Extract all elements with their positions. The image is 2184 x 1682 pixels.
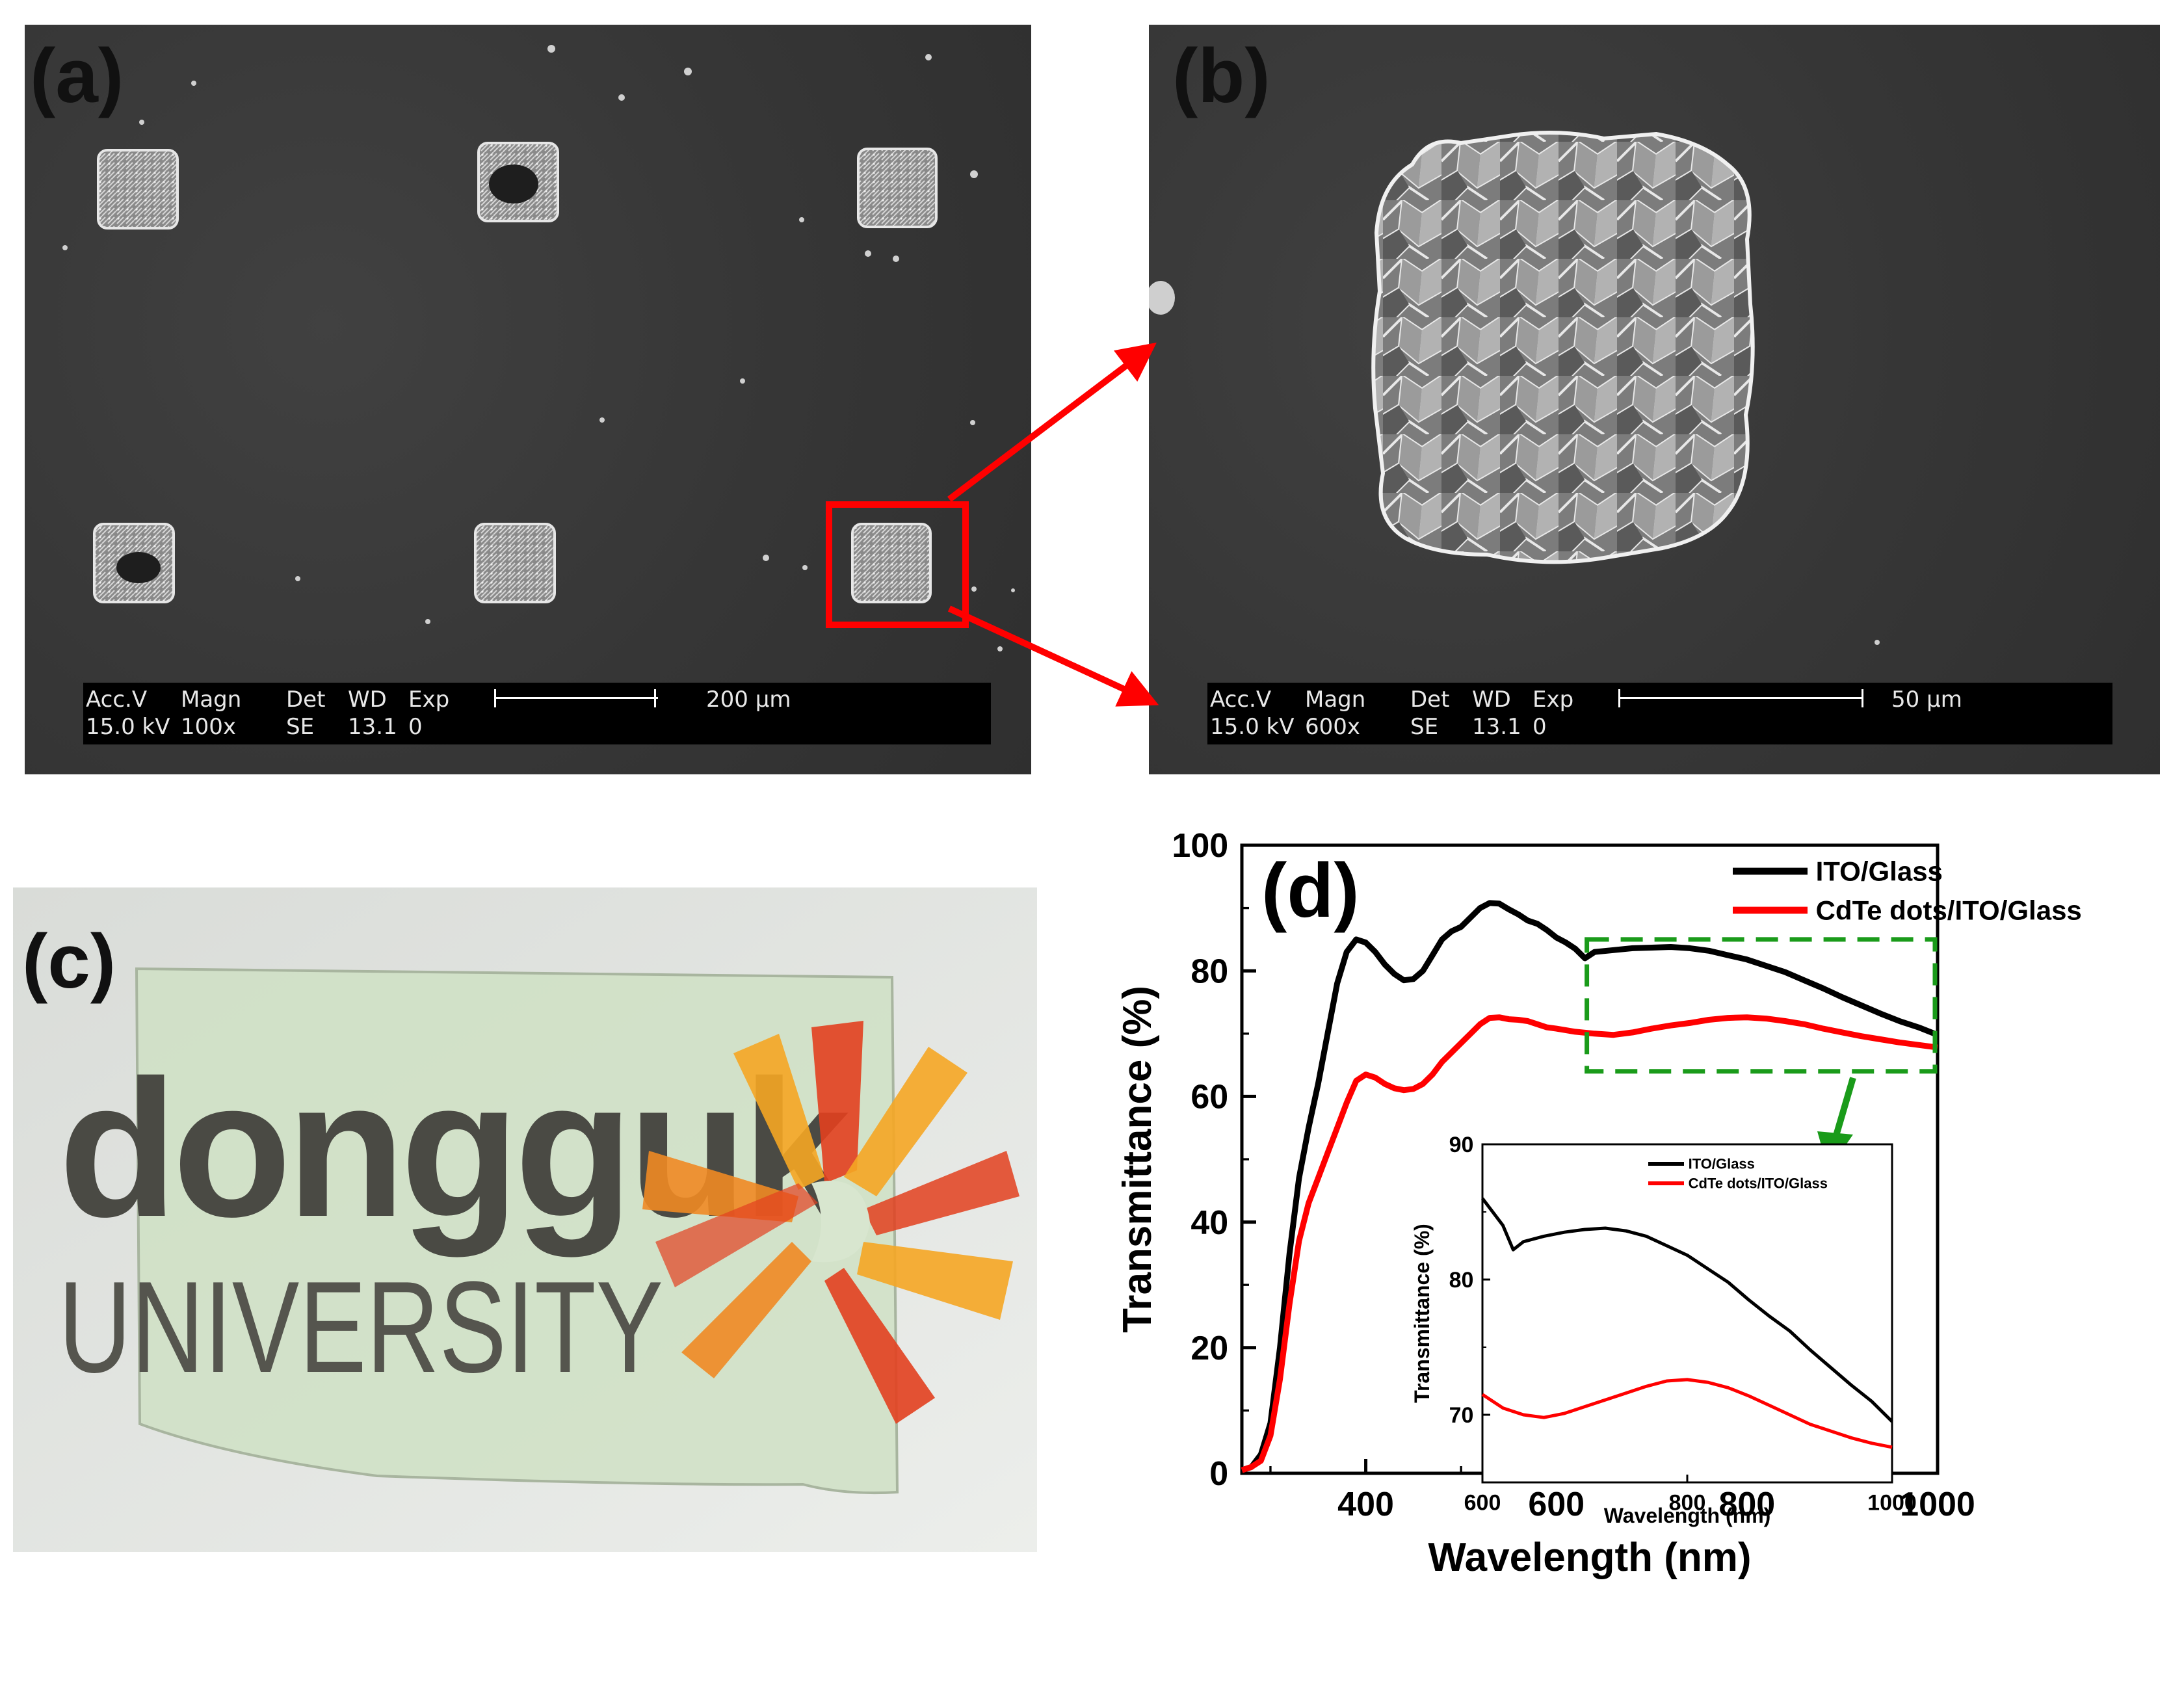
photo-c: dongguk UNIVERSITY (c) [13,887,1037,1552]
info-value-det: SE [286,714,315,740]
info-header-magn: Magn [1305,687,1366,713]
inset-x-tick-label: 800 [1669,1491,1706,1516]
cdte-dot-square [857,148,938,228]
info-header-accv: Acc.V [1210,687,1272,713]
main-x-tick-label: 600 [1528,1486,1585,1523]
sem-info-bar: Acc.V Magn Det WD Exp 15.0 kV 600x SE 13… [1207,683,2112,744]
info-header-accv: Acc.V [86,687,148,713]
info-value-exp: 0 [1533,714,1547,740]
sem-a-features [62,45,1015,651]
university-emblem [642,1021,1020,1424]
main-y-tick-label: 20 [1191,1330,1228,1367]
info-header-magn: Magn [181,687,242,713]
cdte-dot-large [1373,133,1753,562]
scale-label: 50 µm [1891,687,1962,713]
photo-content: dongguk UNIVERSITY [13,887,1037,1552]
debris-particles [62,45,1015,651]
main-x-axis-label: Wavelength (nm) [1428,1535,1751,1580]
info-value-magn: 600x [1305,714,1361,740]
panel-label-a: (a) [30,33,124,119]
info-value-det: SE [1410,714,1439,740]
dark-region [489,164,538,204]
main-y-axis-label: Transmittance (%) [1115,986,1160,1333]
inset-y-axis-label: Transmittance (%) [1410,1224,1434,1403]
dark-region [116,552,161,583]
scale-bar [494,697,658,699]
zoom-region-box [1585,937,1938,1074]
inset-plot-frame [1481,1143,1893,1484]
inset-series-line [1481,1378,1893,1449]
main-legend-label: CdTe dots/ITO/Glass [1816,895,2082,926]
logo-text-university: UNIVERSITY [59,1255,663,1400]
info-header-wd: WD [1472,687,1511,713]
sem-image-a: Acc.V Magn Det WD Exp 15.0 kV 100x SE 13… [25,25,1031,774]
cdte-dot-outline [1371,131,1755,564]
cdte-dot-square [97,149,179,230]
panel-label-b: (b) [1172,33,1270,119]
main-series-line [1241,1014,1938,1473]
inset-series-line [1481,1197,1893,1423]
main-x-tick-label: 400 [1337,1486,1394,1523]
inset-legend-label: CdTe dots/ITO/Glass [1689,1176,1828,1192]
cdte-dot-square [474,523,556,603]
main-series-line [1241,900,1939,1473]
main-y-tick-label: 40 [1191,1204,1228,1242]
highlight-box [826,501,969,628]
main-x-tick-label: 800 [1718,1486,1775,1523]
info-header-det: Det [1410,687,1450,713]
main-y-tick-label: 0 [1209,1455,1228,1493]
sem-image-b: Acc.V Magn Det WD Exp 15.0 kV 600x SE 13… [1149,25,2160,774]
main-x-tick-label: 1000 [1900,1486,1975,1523]
info-value-accv: 15.0 kV [1210,714,1295,740]
main-y-tick-label: 80 [1191,953,1228,990]
inset-y-tick-label: 70 [1449,1403,1474,1428]
main-y-tick-label: 60 [1191,1079,1228,1116]
info-value-accv: 15.0 kV [86,714,170,740]
transmittance-chart: 400 600 800 1000 0 20 40 60 80 100 Wavelength (nm)… [1115,827,2082,1580]
info-value-magn: 100x [181,714,237,740]
info-header-exp: Exp [1533,687,1574,713]
sem-info-bar: Acc.V Magn Det WD Exp 15.0 kV 100x SE 13… [83,683,991,744]
info-header-exp: Exp [408,687,450,713]
panel-label-d: (d) [1261,848,1360,934]
inset-x-tick-label: 600 [1464,1491,1501,1516]
scale-bar [1618,697,1862,699]
main-legend-label: ITO/Glass [1816,856,1943,887]
inset-legend-label: ITO/Glass [1689,1156,1755,1172]
inset-y-tick-label: 90 [1449,1133,1474,1157]
inset-y-tick-label: 80 [1449,1268,1474,1293]
inset-x-axis-label: Wavelength (nm) [1604,1504,1771,1527]
scale-label: 200 µm [706,687,791,713]
info-value-wd: 13.1 [348,714,397,740]
main-y-tick-label: 100 [1172,827,1228,865]
edge-particle [1149,281,1175,315]
inset-x-tick-label: 1000 [1867,1491,1917,1516]
sem-b-features [1149,131,1880,645]
panel-label-c: (c) [22,919,116,1005]
info-value-exp: 0 [408,714,423,740]
info-value-wd: 13.1 [1472,714,1521,740]
cdte-dot-square [851,523,932,603]
info-header-wd: WD [348,687,387,713]
info-header-det: Det [286,687,326,713]
